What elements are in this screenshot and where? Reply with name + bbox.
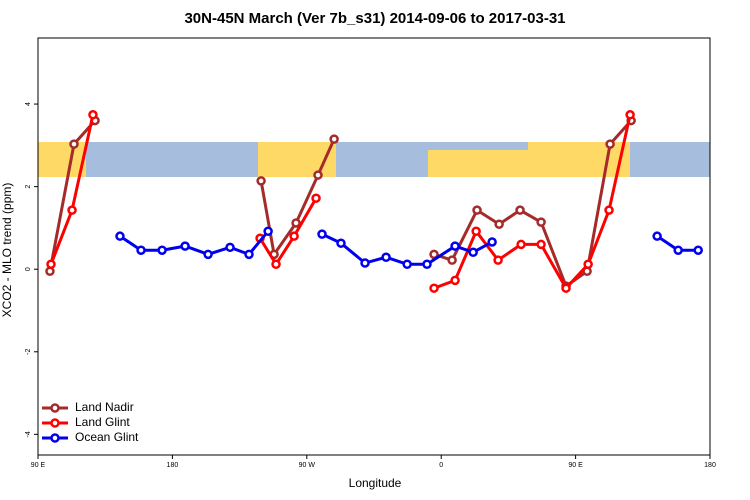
legend-marker [50, 433, 60, 443]
data-point [516, 239, 526, 250]
data-point [313, 170, 323, 180]
data-point [88, 110, 98, 120]
data-point [487, 237, 497, 247]
map-strip [38, 142, 710, 177]
data-point [203, 249, 213, 260]
y-tick-label: -2 [25, 349, 32, 355]
map-land [38, 142, 86, 177]
series-line [433, 119, 633, 289]
data-point [329, 134, 339, 144]
data-point [422, 259, 432, 270]
data-point [317, 229, 327, 239]
data-point [336, 238, 346, 248]
map-land [258, 142, 336, 177]
x-tick-label: 180 [167, 462, 179, 469]
x-axis-label: Longitude [349, 476, 402, 490]
y-tick-label: 4 [25, 102, 32, 106]
data-point [69, 139, 79, 149]
data-point [494, 219, 504, 229]
data-point [450, 241, 460, 251]
data-point [263, 226, 273, 236]
data-point [625, 110, 635, 120]
y-tick-label: 2 [25, 185, 32, 189]
data-point [311, 193, 321, 203]
map-land [528, 142, 610, 177]
y-axis-label: XCO2 - MLO trend (ppm) [0, 183, 14, 318]
data-point [652, 231, 662, 241]
data-point [256, 176, 266, 186]
y-tick-label: 0 [25, 267, 32, 271]
data-point [429, 249, 439, 260]
x-tick-label: 90 E [31, 462, 46, 469]
series-line [433, 114, 632, 291]
series-line [258, 197, 318, 268]
x-tick-label: 90 E [568, 462, 583, 469]
data-point [381, 252, 391, 262]
data-point [291, 218, 301, 228]
x-tick-label: 90 W [299, 462, 316, 469]
data-point [493, 255, 503, 265]
data-point [472, 205, 482, 215]
data-point [693, 245, 703, 255]
data-point [471, 226, 481, 236]
data-point [271, 259, 281, 270]
data-point [450, 275, 460, 286]
data-point [289, 231, 299, 241]
data-point [561, 283, 571, 293]
legend-label: Land Nadir [75, 400, 134, 414]
data-point [604, 205, 614, 215]
plot-frame [37, 37, 711, 456]
data-point [402, 259, 412, 270]
data-point [515, 205, 525, 215]
y-tick-label: -4 [25, 431, 32, 437]
data-point [67, 205, 77, 215]
legend-label: Ocean Glint [75, 430, 139, 444]
data-point [360, 258, 370, 268]
series-line [49, 114, 95, 265]
data-point [115, 231, 125, 241]
data-point [180, 241, 190, 251]
chart-title: 30N-45N March (Ver 7b_s31) 2014-09-06 to… [184, 10, 565, 27]
x-tick-label: 180 [704, 462, 716, 469]
data-point [673, 245, 683, 255]
data-point [244, 249, 254, 260]
legend-marker [50, 403, 60, 413]
data-point [468, 247, 478, 258]
data-point [536, 217, 546, 227]
data-point [605, 139, 615, 149]
data-point [447, 255, 457, 265]
data-point [536, 239, 546, 250]
map-land [428, 150, 528, 177]
data-point [225, 242, 235, 253]
legend-marker [50, 418, 60, 428]
data-point [157, 245, 167, 255]
x-tick-label: 0 [439, 462, 443, 469]
data-point [429, 283, 439, 293]
data-point [46, 259, 56, 270]
legend-label: Land Glint [75, 415, 130, 429]
data-point [583, 259, 593, 270]
data-point [136, 245, 146, 255]
